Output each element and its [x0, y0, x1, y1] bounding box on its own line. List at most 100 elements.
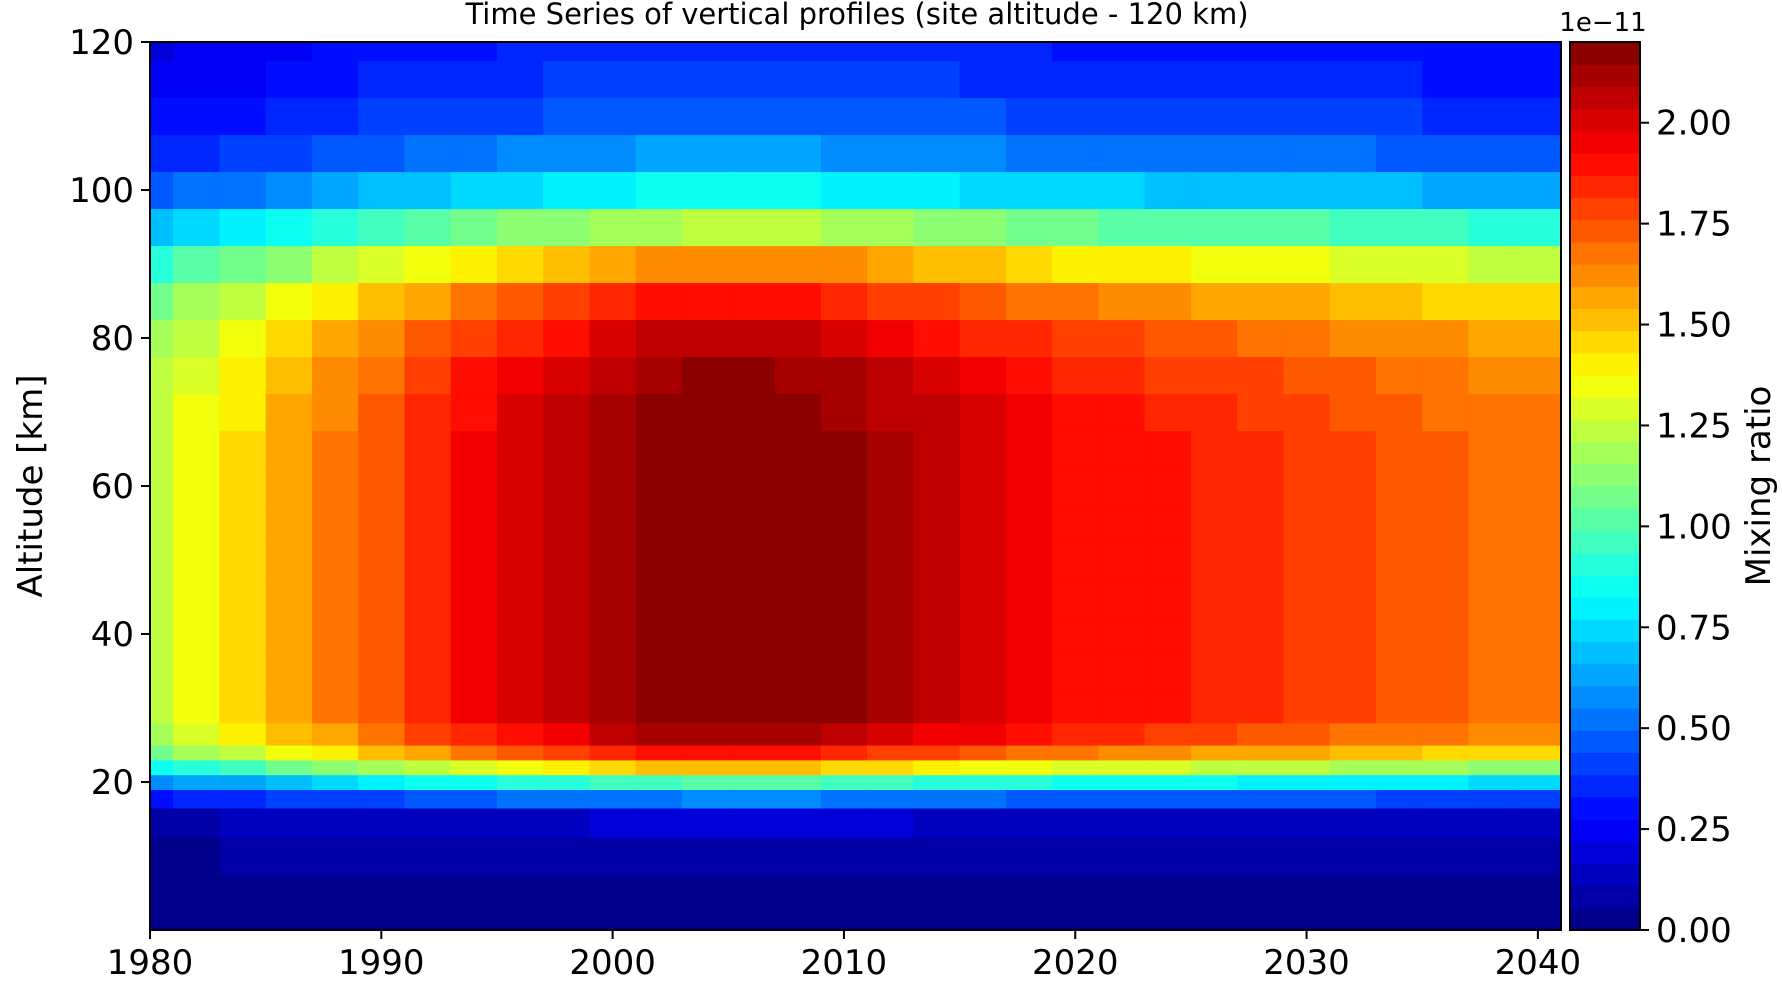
heatmap-cell — [774, 430, 822, 469]
heatmap-cell — [1190, 97, 1238, 136]
heatmap-cell — [867, 356, 914, 395]
heatmap-cell — [774, 759, 822, 776]
heatmap-cell — [1005, 282, 1053, 321]
heatmap-cell — [1514, 789, 1562, 809]
heatmap-cell — [219, 774, 267, 790]
heatmap-cell — [728, 393, 776, 432]
heatmap-cell — [150, 393, 174, 432]
heatmap-cell — [1052, 874, 1099, 913]
heatmap-cell — [1283, 774, 1331, 790]
heatmap-cell — [1329, 504, 1377, 543]
heatmap-cell — [543, 689, 591, 724]
colorbar-ticks: 0.00 0.25 0.50 0.75 1.00 1.25 1.50 1.75 2.00 — [1640, 104, 1732, 951]
heatmap-cell — [1190, 393, 1238, 432]
heatmap-cell — [589, 807, 637, 839]
heatmap-cell — [311, 789, 359, 809]
colorbar-band — [1570, 397, 1640, 420]
heatmap-cell — [867, 60, 914, 99]
heatmap-cell — [496, 837, 544, 876]
heatmap-cell — [311, 689, 359, 724]
heatmap-cell — [265, 42, 313, 62]
heatmap-cell — [959, 430, 1007, 469]
heatmap-cell — [1468, 97, 1516, 136]
heatmap-cell — [150, 60, 174, 99]
heatmap-cell — [728, 504, 776, 543]
heatmap-cell — [450, 171, 498, 210]
heatmap-cell — [774, 789, 822, 809]
heatmap-cell — [1283, 745, 1331, 761]
heatmap-cell — [543, 774, 591, 790]
heatmap-cell — [404, 430, 452, 469]
heatmap-cell — [1514, 319, 1562, 358]
heatmap-cell — [959, 745, 1007, 761]
heatmap-cell — [867, 837, 914, 876]
heatmap-cell — [1375, 430, 1423, 469]
heatmap-cell — [589, 282, 637, 321]
heatmap-cell — [1422, 245, 1470, 284]
heatmap-cell — [496, 356, 544, 395]
heatmap-cell — [543, 319, 591, 358]
heatmap-cell — [219, 393, 267, 432]
heatmap-cell — [1052, 282, 1099, 321]
heatmap-cell — [589, 759, 637, 776]
heatmap-cell — [774, 282, 822, 321]
heatmap-cell — [1329, 430, 1377, 469]
heatmap-cell — [1098, 245, 1146, 284]
heatmap-cell — [1052, 807, 1099, 839]
heatmap-cell — [404, 807, 452, 839]
heatmap-cell — [1190, 578, 1238, 617]
heatmap-cell — [265, 807, 313, 839]
heatmap-cell — [820, 911, 868, 931]
heatmap-cell — [1514, 356, 1562, 395]
heatmap-cell — [774, 652, 822, 691]
heatmap-cell — [1375, 911, 1423, 931]
heatmap-cell — [311, 504, 359, 543]
heatmap-cell — [913, 393, 961, 432]
heatmap-cell — [1237, 97, 1285, 136]
heatmap-cell — [1422, 911, 1470, 931]
heatmap-cell — [404, 356, 452, 395]
heatmap-cell — [173, 722, 220, 746]
heatmap-cell — [682, 282, 729, 321]
heatmap-cell — [404, 60, 452, 99]
heatmap-cell — [867, 911, 914, 931]
heatmap-cell — [543, 652, 591, 691]
heatmap-cell — [728, 208, 776, 247]
heatmap-cell — [173, 652, 220, 691]
heatmap-cell — [311, 356, 359, 395]
heatmap-cell — [543, 578, 591, 617]
heatmap-cell — [1190, 134, 1238, 173]
heatmap-cell — [1375, 774, 1423, 790]
heatmap-cell — [173, 504, 220, 543]
heatmap-cell — [1237, 319, 1285, 358]
heatmap-cell — [1375, 356, 1423, 395]
heatmap-cell — [589, 60, 637, 99]
heatmap-cell — [1237, 171, 1285, 210]
heatmap-cell — [959, 807, 1007, 839]
heatmap-cell — [728, 97, 776, 136]
heatmap-cell — [450, 774, 498, 790]
heatmap-cell — [1190, 807, 1238, 839]
heatmap-cell — [1375, 171, 1423, 210]
colorbar-band — [1570, 219, 1640, 243]
heatmap-cell — [1283, 60, 1331, 99]
heatmap-cell — [1098, 97, 1146, 136]
heatmap-cell — [496, 578, 544, 617]
colorbar-offset-text: 1e−11 — [1559, 8, 1646, 38]
heatmap-cell — [1144, 319, 1192, 358]
heatmap-cell — [404, 42, 452, 62]
colorbar-tick-label: 0.75 — [1656, 608, 1732, 648]
heatmap-cell — [913, 245, 961, 284]
heatmap-cell — [450, 430, 498, 469]
heatmap-cell — [682, 615, 729, 654]
heatmap-cell — [404, 689, 452, 724]
heatmap-cell — [820, 807, 868, 839]
heatmap-cell — [1514, 745, 1562, 761]
heatmap-cell — [959, 874, 1007, 913]
heatmap-cell — [311, 245, 359, 284]
heatmap-cell — [1422, 774, 1470, 790]
heatmap-cell — [728, 134, 776, 173]
heatmap-cell — [1283, 467, 1331, 506]
heatmap-cell — [219, 689, 267, 724]
